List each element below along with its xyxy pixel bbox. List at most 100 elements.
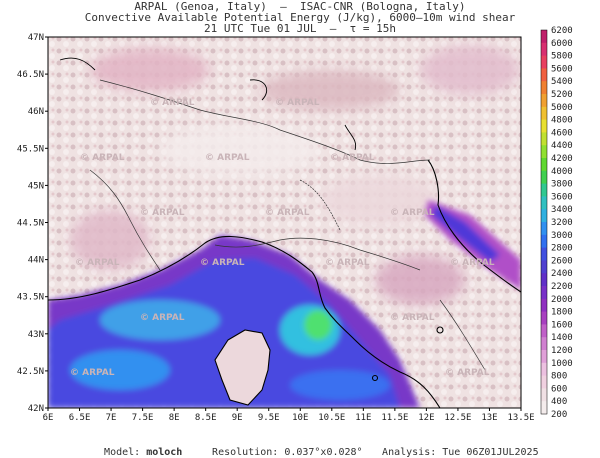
colorbar-label: 5400 bbox=[551, 77, 573, 87]
colorbar-label: 200 bbox=[551, 410, 567, 420]
watermark: © ARPAL bbox=[70, 368, 115, 378]
lon-label: 6.5E bbox=[69, 413, 91, 423]
analysis-value: Tue 06Z01JUL2025 bbox=[442, 447, 539, 458]
lon-label: 6E bbox=[43, 413, 54, 423]
coastlines bbox=[48, 57, 521, 408]
colorbar-label: 4400 bbox=[551, 141, 573, 151]
watermark: © ARPAL bbox=[75, 258, 120, 268]
colorbar-label: 400 bbox=[551, 397, 567, 407]
map-field: © ARPAL © ARPAL © ARPAL © ARPAL © ARPAL … bbox=[48, 37, 521, 408]
colorbar-swatch bbox=[541, 375, 547, 389]
colorbar-label: 2600 bbox=[551, 256, 573, 266]
lon-label: 7.5E bbox=[132, 413, 154, 423]
watermarks: © ARPAL © ARPAL © ARPAL © ARPAL © ARPAL … bbox=[70, 98, 495, 378]
colorbar-swatch bbox=[541, 196, 547, 210]
watermark: © ARPAL bbox=[140, 313, 185, 323]
borders bbox=[89, 79, 486, 371]
lon-label: 8E bbox=[169, 413, 180, 423]
watermark: © ARPAL bbox=[140, 208, 185, 218]
colorbar-swatch bbox=[541, 183, 547, 197]
lat-label: 46.5N bbox=[17, 70, 44, 80]
model-value: moloch bbox=[146, 447, 183, 458]
colorbar-label: 2200 bbox=[551, 282, 573, 292]
colorbar-label: 6200 bbox=[551, 26, 573, 36]
lat-label: 47N bbox=[28, 33, 44, 43]
adriatic-cape bbox=[425, 200, 521, 290]
lon-label: 11E bbox=[355, 413, 371, 423]
resolution-value: 0.037°x0.028° bbox=[284, 447, 363, 458]
colorbar-label: 4000 bbox=[551, 167, 573, 177]
colorbar-swatch bbox=[541, 337, 547, 351]
watermark: © ARPAL bbox=[390, 208, 435, 218]
colorbar-swatch bbox=[541, 42, 547, 57]
footer-analysis: Analysis: Tue 06Z01JUL2025 bbox=[370, 436, 539, 458]
colorbar-label: 2400 bbox=[551, 269, 573, 279]
colorbar-label: 1000 bbox=[551, 359, 573, 369]
watermark: © ARPAL bbox=[450, 258, 495, 268]
colorbar-swatch bbox=[541, 401, 547, 415]
colorbar-label: 3200 bbox=[551, 218, 573, 228]
colorbar-swatch bbox=[541, 311, 547, 325]
colorbar-label: 600 bbox=[551, 384, 567, 394]
colorbar: 6200 6000 5800 5600 5400 5200 5000 4800 4600 4400… bbox=[540, 26, 573, 420]
watermark: © ARPAL bbox=[445, 368, 490, 378]
colorbar-swatch bbox=[541, 247, 547, 261]
lat-label: 42.5N bbox=[17, 367, 44, 377]
colorbar-swatch bbox=[541, 132, 547, 146]
analysis-label: Analysis: bbox=[382, 447, 437, 458]
colorbar-label: 3000 bbox=[551, 231, 573, 241]
colorbar-swatch bbox=[541, 30, 547, 44]
longitude-axis: 6E 6.5E 7E 7.5E 8E 8.5E 9E 9.5E 10E 10.5E 11E 11.5E… bbox=[43, 408, 535, 423]
colorbar-label: 1400 bbox=[551, 333, 573, 343]
colorbar-label: 4600 bbox=[551, 128, 573, 138]
colorbar-label: 4800 bbox=[551, 116, 573, 126]
watermark: © ARPAL bbox=[330, 153, 375, 163]
watermark: © ARPAL bbox=[265, 208, 310, 218]
colorbar-label: 5600 bbox=[551, 64, 573, 74]
colorbar-swatch bbox=[541, 94, 547, 108]
lat-label: 43.5N bbox=[17, 293, 44, 303]
colorbar-label: 800 bbox=[551, 372, 567, 382]
latitude-axis: 47N 46.5N 46N 45.5N 45N 44.5N 44N 43.5N 43N 42.5N… bbox=[17, 33, 48, 414]
lon-label: 10E bbox=[292, 413, 308, 423]
colorbar-label: 3800 bbox=[551, 180, 573, 190]
watermark: © ARPAL bbox=[150, 98, 195, 108]
colorbar-label: 2800 bbox=[551, 244, 573, 254]
colorbar-swatch bbox=[541, 106, 547, 121]
colorbar-swatch bbox=[541, 298, 547, 313]
resolution-label: Resolution: bbox=[212, 447, 279, 458]
colorbar-label: 3400 bbox=[551, 205, 573, 215]
colorbar-swatch bbox=[541, 362, 547, 377]
colorbar-swatch bbox=[541, 388, 547, 402]
colorbar-swatch bbox=[541, 324, 547, 338]
colorbar-swatch bbox=[541, 119, 547, 133]
colorbar-label: 2000 bbox=[551, 295, 573, 305]
title-line-1: ARPAL (Genoa, Italy) – ISAC-CNR (Bologna… bbox=[134, 0, 466, 13]
colorbar-label: 5800 bbox=[551, 52, 573, 62]
colorbar-label: 1200 bbox=[551, 346, 573, 356]
lon-label: 9.5E bbox=[258, 413, 280, 423]
lat-label: 42N bbox=[28, 404, 44, 414]
colorbar-label: 3600 bbox=[551, 192, 573, 202]
model-label: Model: bbox=[104, 447, 141, 458]
colorbar-label: 5200 bbox=[551, 90, 573, 100]
watermark: © ARPAL bbox=[390, 313, 435, 323]
lat-label: 44N bbox=[28, 256, 44, 266]
watermark: © ARPAL bbox=[200, 258, 245, 268]
footer-model: Model: moloch bbox=[92, 436, 182, 458]
colorbar-swatch bbox=[541, 81, 547, 95]
colorbar-label: 5000 bbox=[551, 103, 573, 113]
watermark: © ARPAL bbox=[205, 153, 250, 163]
lon-label: 13E bbox=[481, 413, 497, 423]
watermark: © ARPAL bbox=[80, 153, 125, 163]
lat-label: 45.5N bbox=[17, 144, 44, 154]
lon-label: 12.5E bbox=[444, 413, 471, 423]
colorbar-swatch bbox=[541, 55, 547, 69]
colorbar-swatch bbox=[541, 222, 547, 236]
lon-label: 7E bbox=[106, 413, 117, 423]
lon-label: 10.5E bbox=[318, 413, 345, 423]
colorbar-label: 1800 bbox=[551, 308, 573, 318]
colorbar-swatch bbox=[541, 209, 547, 223]
colorbar-swatch bbox=[541, 273, 547, 287]
